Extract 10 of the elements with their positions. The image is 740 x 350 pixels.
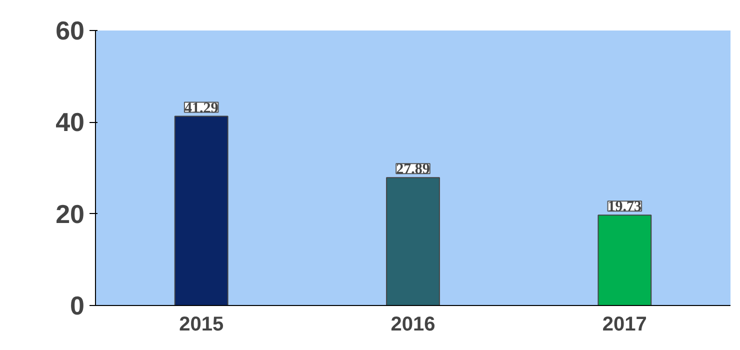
y-tick-label: 20 xyxy=(56,198,84,229)
bar xyxy=(598,214,652,306)
y-tick-label: 60 xyxy=(56,16,84,46)
y-tick-label: 0 xyxy=(70,290,85,320)
y-tick-label: 40 xyxy=(56,107,84,138)
x-tick-label: 2017 xyxy=(602,314,647,336)
x-tick-label: 2015 xyxy=(179,314,224,336)
bar xyxy=(174,116,228,306)
bar xyxy=(386,177,440,306)
x-tick-label: 2016 xyxy=(390,314,436,336)
